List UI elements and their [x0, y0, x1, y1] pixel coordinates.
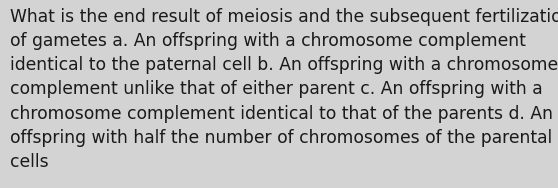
Text: What is the end result of meiosis and the subsequent fertilization
of gametes a.: What is the end result of meiosis and th… [10, 8, 558, 171]
